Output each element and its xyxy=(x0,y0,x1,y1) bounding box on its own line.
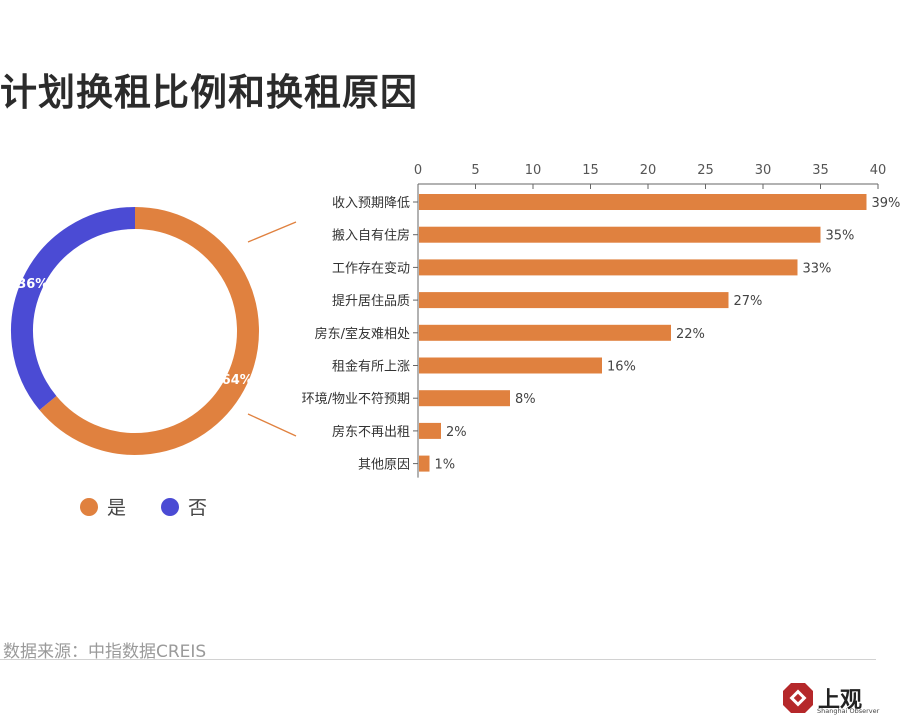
connector-line-bottom xyxy=(247,413,297,437)
bar xyxy=(419,259,798,276)
bar-value-label: 39% xyxy=(872,196,900,211)
donut-chart: 64% 36% xyxy=(11,207,259,455)
page-title: 计划换租比例和换租原因 xyxy=(0,71,418,114)
category-label: 工作存在变动 xyxy=(332,260,410,276)
bar-value-label: 1% xyxy=(435,458,456,473)
x-tick-label: 40 xyxy=(870,163,887,178)
category-label: 租金有所上涨 xyxy=(332,359,410,375)
connector-line-top xyxy=(247,221,297,243)
legend-label: 否 xyxy=(188,497,207,519)
donut-slice xyxy=(11,207,136,411)
category-label: 环境/物业不符预期 xyxy=(302,391,410,407)
x-tick-label: 30 xyxy=(755,163,772,178)
brand-logo: 上观 Shanghai Observer xyxy=(782,682,882,718)
bar-value-label: 2% xyxy=(446,425,467,440)
source-note: 数据来源：中指数据CREIS xyxy=(3,642,207,662)
bar xyxy=(419,194,867,210)
brand-subtitle: Shanghai Observer xyxy=(817,707,880,715)
legend: 是否 xyxy=(80,497,207,519)
x-tick-label: 5 xyxy=(471,163,479,178)
donut-slice-label: 36% xyxy=(17,277,48,292)
bar xyxy=(419,324,671,341)
bar-value-label: 16% xyxy=(607,360,636,375)
donut-slice-label: 64% xyxy=(222,373,253,388)
category-label: 提升居住品质 xyxy=(332,293,410,309)
bar-value-label: 35% xyxy=(826,229,855,244)
footer-divider xyxy=(0,659,876,660)
bar-value-label: 22% xyxy=(676,327,705,342)
category-label: 搬入自有住房 xyxy=(332,228,410,244)
bar xyxy=(419,390,510,407)
bar xyxy=(419,226,821,243)
legend-marker xyxy=(80,498,98,516)
brand-mark-icon xyxy=(783,683,813,713)
bar-value-label: 33% xyxy=(803,261,832,276)
bar xyxy=(419,292,729,309)
category-label: 房东/室友难相处 xyxy=(315,326,410,342)
legend-marker xyxy=(161,498,179,516)
category-label: 收入预期降低 xyxy=(332,196,410,211)
x-tick-label: 10 xyxy=(525,163,542,178)
bar xyxy=(419,422,441,439)
x-tick-label: 15 xyxy=(582,163,599,178)
x-tick-label: 35 xyxy=(812,163,829,178)
category-label: 房东不再出租 xyxy=(332,424,410,440)
x-tick-label: 25 xyxy=(697,163,714,178)
x-tick-label: 0 xyxy=(414,163,422,178)
bar xyxy=(419,357,602,374)
bar-chart: 0 5 10 15 20 25 30 35 40 收入预期降低 39% 搬入自有住房 35% 工作存在变动… xyxy=(302,163,900,478)
category-label: 其他原因 xyxy=(358,458,410,473)
bar-value-label: 8% xyxy=(515,392,536,407)
connector-lines xyxy=(247,221,297,437)
donut-slice xyxy=(39,207,259,455)
bar xyxy=(419,455,430,472)
bar-value-label: 27% xyxy=(734,294,763,309)
x-tick-label: 20 xyxy=(640,163,657,178)
brand-name: 上观 xyxy=(818,687,863,713)
legend-label: 是 xyxy=(107,497,126,519)
